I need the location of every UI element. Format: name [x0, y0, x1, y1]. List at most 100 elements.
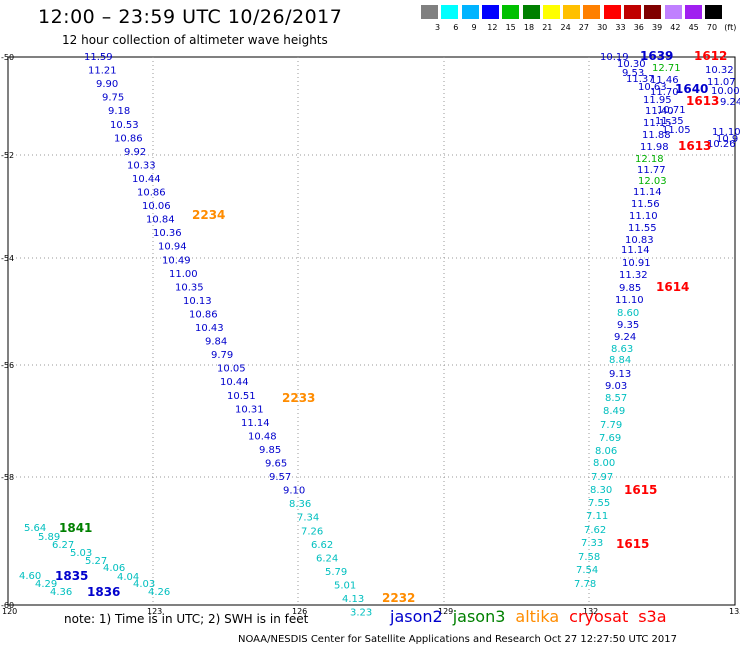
pass-time-label: 1612 [694, 49, 727, 63]
wave-height-label: 11.05 [662, 125, 691, 136]
lat-label: -54 [1, 254, 14, 263]
wave-height-label: 9.84 [205, 337, 227, 348]
wave-height-label: 10.05 [217, 364, 246, 375]
wave-height-label: 10.35 [175, 282, 204, 293]
wave-height-label: 5.64 [24, 523, 46, 534]
wave-height-label: 10.84 [146, 215, 175, 226]
wave-height-label: 4.13 [342, 594, 364, 605]
legend-swatch [603, 5, 621, 19]
wave-height-label: 8.57 [605, 393, 627, 404]
wave-height-label: 7.97 [591, 472, 613, 483]
wave-height-label: 9.75 [102, 93, 124, 104]
wave-height-label: 7.69 [599, 433, 621, 444]
wave-height-label: 11.56 [631, 199, 660, 210]
pass-time-label: 1613 [686, 94, 719, 108]
wave-height-label: 4.29 [35, 579, 57, 590]
legend-swatch [481, 5, 499, 19]
wave-height-label: 8.49 [603, 406, 625, 417]
wave-height-label: 6.27 [52, 540, 74, 551]
wave-height-label: 10.43 [195, 323, 224, 334]
lon-label: 132 [583, 607, 598, 616]
lat-label: -60 [1, 601, 14, 610]
wave-height-label: 7.78 [574, 579, 596, 590]
lon-label: 123 [147, 607, 162, 616]
wave-height-label: 10.06 [142, 201, 171, 212]
wave-height-label: 9.18 [108, 106, 130, 117]
legend-label: 3 [434, 23, 441, 32]
wave-height-label: 9.79 [211, 350, 233, 361]
wave-height-label: 10.13 [183, 296, 212, 307]
wave-height-label: 7.11 [586, 511, 608, 522]
wave-height-label: 11.59 [84, 52, 113, 63]
legend-swatch [664, 5, 682, 19]
lon-label: 135 [729, 607, 740, 616]
wave-height-label: 11.37 [626, 74, 655, 85]
legend-label: 70 [706, 23, 718, 32]
wave-height-label: 10.86 [137, 188, 166, 199]
wave-height-label: 3.23 [350, 608, 372, 619]
wave-height-label: 8.36 [289, 499, 311, 510]
wave-height-label: 5.27 [85, 556, 107, 567]
wave-height-label: 8.60 [617, 308, 639, 319]
wave-height-label: 9.53 [622, 68, 644, 79]
wave-height-label: 4.26 [148, 587, 170, 598]
pass-time-label: 1835 [55, 569, 88, 583]
wave-height-label: 11.46 [650, 75, 679, 86]
wave-height-label: 11.21 [88, 66, 117, 77]
legend-label: 30 [597, 23, 608, 32]
wave-height-label: 7.34 [297, 513, 319, 524]
legend-swatch [542, 5, 560, 19]
wave-height-label: 9.92 [124, 147, 146, 158]
wave-height-label: 7.62 [584, 525, 606, 536]
map-subtitle: 12 hour collection of altimeter wave hei… [62, 33, 328, 47]
wave-height-label: 11.88 [642, 130, 671, 141]
wave-height-label: 11.95 [643, 95, 672, 106]
legend-label: 15 [505, 23, 516, 32]
wave-height-label: 4.03 [133, 579, 155, 590]
wave-height-label: 8.63 [611, 344, 633, 355]
legend-swatch [461, 5, 479, 19]
wave-height-label: 9.85 [619, 283, 641, 294]
wave-height-label: 10.94 [158, 242, 187, 253]
wave-height-label: 11.70 [650, 87, 679, 98]
wave-height-label: 9.65 [265, 459, 287, 470]
wave-height-label: 10.86 [189, 309, 218, 320]
wave-height-label: 8.30 [590, 485, 612, 496]
wave-height-label: 11.14 [241, 418, 270, 429]
wave-height-label: 4.04 [117, 572, 139, 583]
wave-height-label: 9.57 [269, 472, 291, 483]
wave-height-label: 8.06 [595, 446, 617, 457]
lon-label: 126 [292, 607, 307, 616]
wave-height-label: 12.03 [638, 176, 667, 187]
wave-height-label: 9.03 [605, 381, 627, 392]
wave-height-label: 6.62 [311, 540, 333, 551]
wave-height-label: 11.32 [619, 270, 648, 281]
wave-height-label: 5.03 [70, 548, 92, 559]
wave-height-label: 10.26 [707, 139, 736, 150]
wave-height-label: 11.00 [169, 269, 198, 280]
wave-height-label: 10.19 [600, 52, 629, 63]
legend-label: 18 [523, 23, 535, 32]
pass-time-label: 1613 [678, 139, 711, 153]
wave-height-label: 10.31 [235, 404, 264, 415]
legend-label: (ft) [724, 23, 737, 32]
wave-height-label: 10.44 [132, 174, 161, 185]
wave-height-label: 10.30 [617, 59, 646, 70]
lat-label: -52 [1, 151, 14, 160]
wave-height-label: 11.55 [628, 223, 657, 234]
satellite-label: s3a [638, 607, 667, 626]
pass-time-label: 1615 [616, 537, 649, 551]
footer-credit: NOAA/NESDIS Center for Satellite Applica… [238, 634, 677, 645]
wave-height-label: 11.40 [645, 106, 674, 117]
wave-height-label: 9.24 [720, 97, 740, 108]
legend-label: 42 [670, 23, 681, 32]
wave-height-label: 10.00 [711, 86, 740, 97]
wave-height-label: 10.71 [657, 105, 686, 116]
wave-height-label: 8.00 [593, 458, 615, 469]
map-title: 12:00 – 23:59 UTC 10/26/2017 [38, 6, 343, 28]
map-frame [7, 56, 736, 606]
legend-label: 24 [560, 23, 571, 32]
wave-height-label: 10.44 [220, 377, 249, 388]
wave-height-label: 5.79 [325, 567, 347, 578]
